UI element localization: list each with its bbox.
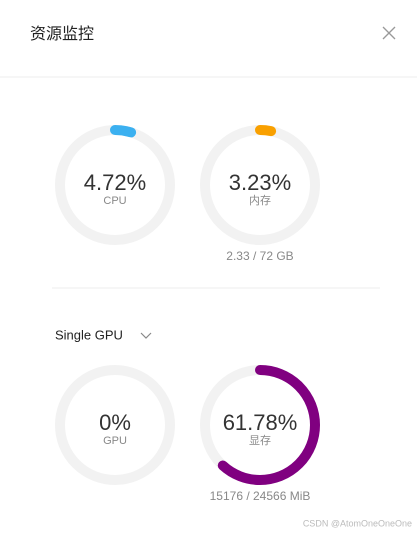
gauge-value: 0% — [99, 410, 131, 435]
dropdown-chevron[interactable] — [140, 332, 152, 339]
gauge-value: 3.23% — [229, 170, 291, 195]
gauge-arc — [200, 125, 320, 245]
gauge-arc — [55, 125, 175, 245]
close-button[interactable] — [382, 26, 396, 40]
watermark: CSDN @AtomOneOneOne — [303, 518, 412, 528]
dialog-title: 资源监控 — [30, 25, 94, 43]
gauge-label: GPU — [103, 435, 127, 447]
gauge-detail: 15176 / 24566 MiB — [210, 489, 311, 503]
gauge-value: 4.72% — [84, 170, 146, 195]
close-icon[interactable] — [382, 26, 396, 40]
gpu-selector[interactable]: Single GPU — [55, 327, 152, 342]
gauge-label: CPU — [103, 195, 126, 207]
gauge-detail: 2.33 / 72 GB — [226, 249, 293, 263]
gauge-label: 显存 — [249, 433, 271, 447]
gauge-track — [55, 365, 175, 485]
gauge-arc — [200, 365, 320, 485]
gauge-value: 61.78% — [223, 410, 298, 435]
gauge-label: 内存 — [249, 193, 271, 207]
gpu-selector-label[interactable]: Single GPU — [55, 327, 123, 342]
